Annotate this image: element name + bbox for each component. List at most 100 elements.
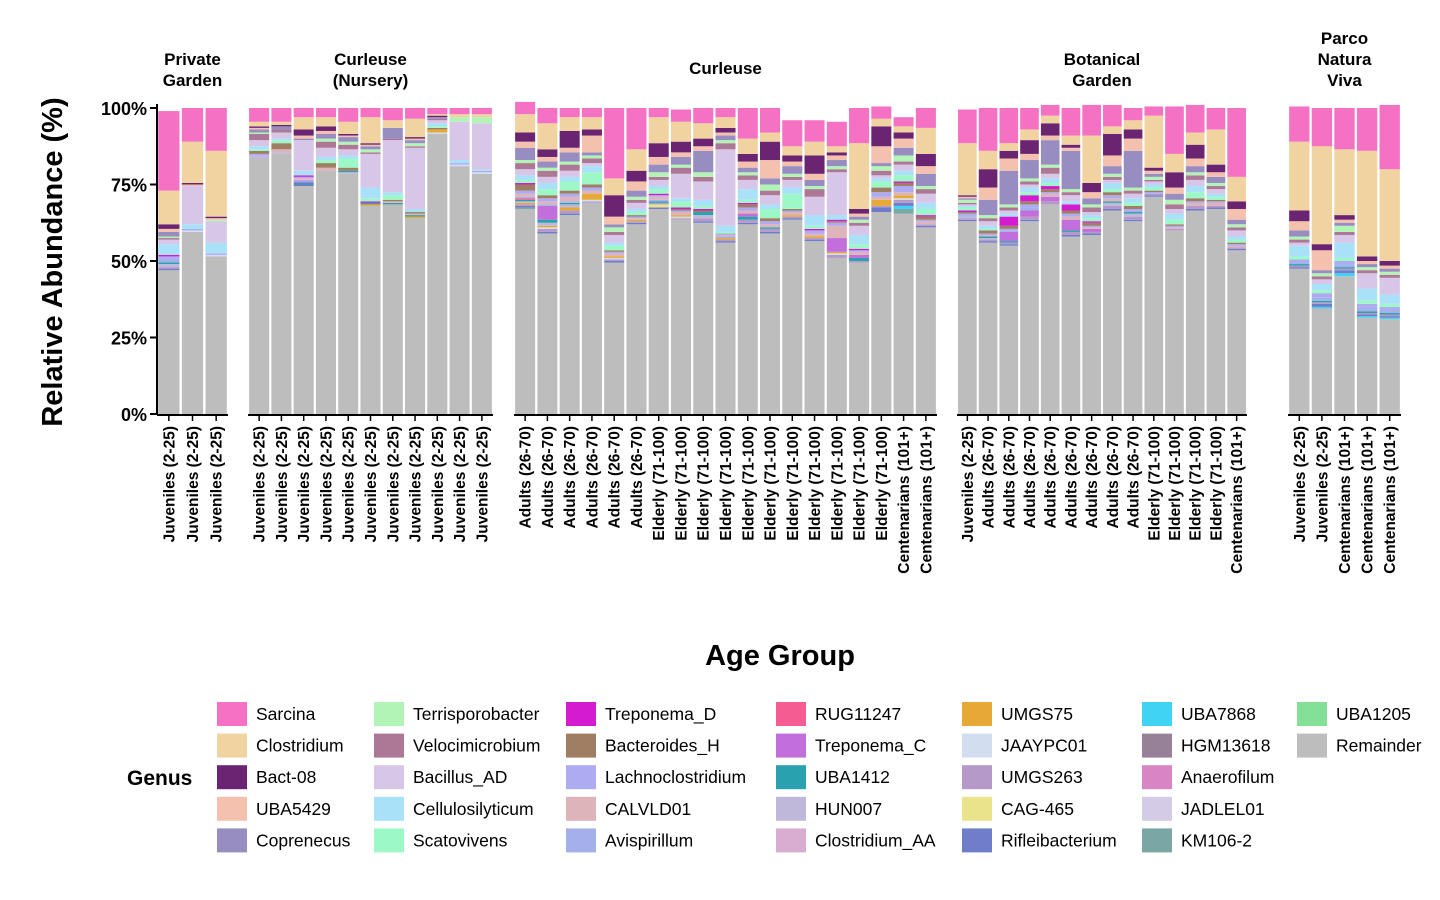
- bar-segment-umgs75: [626, 219, 647, 222]
- bar-segment-bacillus-ad: [249, 140, 270, 147]
- bar-segment-scatovivens: [626, 212, 647, 216]
- bar-segment-lachnoclostridium: [515, 190, 536, 194]
- bar-segment-avispirillum: [559, 201, 580, 203]
- bar-segment-umgs263: [1123, 216, 1143, 220]
- bar-segment-bact-08: [1227, 201, 1246, 209]
- bar-segment-bact-08: [1103, 134, 1122, 156]
- x-tick-label: Elderly (71-100): [718, 426, 735, 541]
- bar-segment-velocimicrobium: [782, 176, 803, 180]
- bar-segment-remainder: [782, 219, 803, 414]
- bar-segment-uba1412: [1356, 311, 1378, 314]
- bar-segment-bacteroides-h: [515, 184, 536, 191]
- bar-segment-rifleibacterium: [1185, 208, 1205, 211]
- bar-segment-bacillus-ad: [1227, 230, 1246, 237]
- bar-segment-scatovivens: [737, 199, 758, 203]
- bar-segment-umgs263: [1082, 231, 1101, 234]
- bar-segment-uba1412: [382, 202, 403, 205]
- bar-segment-bact-08: [515, 132, 536, 142]
- bar-segment-hun007: [537, 222, 558, 226]
- bar-segment-rifleibacterium: [915, 225, 936, 228]
- bar-segment-clostridium: [1227, 176, 1246, 202]
- bar-segment-calvld01: [849, 251, 870, 255]
- bar-segment-cellulosilyticum: [871, 178, 892, 182]
- bar-segment-coprenecus: [1144, 173, 1164, 177]
- bar-segment-rifleibacterium: [1206, 207, 1226, 209]
- bar-segment-bact-08: [1061, 144, 1081, 148]
- bar-segment-remainder: [1356, 317, 1378, 414]
- legend-swatch: [962, 796, 992, 821]
- bar-segment-bact-08: [360, 143, 381, 145]
- bar-segment-clostridium: [315, 117, 336, 127]
- bar-segment-clostridium: [181, 141, 204, 183]
- bar-segment-scatovivens: [1144, 187, 1164, 191]
- bar-segment-calvld01: [515, 193, 536, 197]
- legend-label: Bact-08: [256, 767, 316, 787]
- bar-segment-scatovivens: [604, 245, 625, 251]
- bar-segment-terrisporobacter: [1289, 236, 1310, 240]
- bar-segment-jaaypc01: [427, 132, 448, 135]
- x-tick-label: Elderly (71-100): [829, 426, 846, 541]
- legend-swatch: [374, 828, 404, 853]
- bar-segment-sarcina: [826, 121, 847, 147]
- bar-segment-sarcina: [804, 120, 825, 142]
- bar-segment-treponema-d: [737, 202, 758, 205]
- bar-segment-lachnoclostridium: [1289, 259, 1310, 263]
- bar-segment-bacillus-ad: [181, 186, 204, 225]
- bar-segment-umgs263: [1334, 268, 1355, 271]
- bar-segment-hun007: [693, 215, 714, 219]
- bar-segment-terrisporobacter: [849, 219, 870, 223]
- bar-segment-clostridium: [271, 121, 292, 125]
- bar-segment-bacteroides-h: [1040, 189, 1060, 193]
- y-axis-title: Relative Abundance (%): [37, 97, 69, 426]
- bar-segment-sarcina: [315, 108, 336, 118]
- bar-segment-uba5429: [559, 147, 580, 153]
- bar-segment-velocimicrobium: [515, 163, 536, 170]
- bar-segment-rug11247: [515, 198, 536, 200]
- bar-segment-bacillus-ad: [360, 153, 381, 188]
- bar-segment-avispirillum: [158, 259, 180, 263]
- bar-segment-lachnoclostridium: [449, 163, 470, 165]
- bar-segment-cellulosilyticum: [382, 192, 403, 196]
- bar-segment-uba5429: [1165, 187, 1184, 194]
- bar-segment-bact-08: [893, 132, 914, 139]
- bar-segment-terrisporobacter: [1334, 225, 1355, 232]
- legend-label: Remainder: [1336, 736, 1422, 756]
- bar-segment-avispirillum: [999, 230, 1019, 232]
- bar-segment-sarcina: [559, 108, 580, 118]
- bar-segment-bacillus-ad: [1144, 181, 1164, 185]
- bar-segment-clostridium: [1123, 120, 1143, 130]
- bar-segment-terrisporobacter: [1165, 199, 1184, 205]
- legend-label: HGM13618: [1181, 736, 1271, 756]
- bar-segment-velocimicrobium: [1289, 239, 1310, 243]
- bar-segment-clostridium: [1040, 115, 1060, 124]
- bar-segment-remainder: [1061, 236, 1081, 414]
- y-tick-label: 75%: [111, 176, 147, 196]
- stacked-bar: [315, 108, 336, 414]
- x-tick-label: Elderly (71-100): [651, 426, 668, 541]
- bar-segment-clostridium: [338, 121, 359, 135]
- bar-segment-scatovivens: [1165, 219, 1184, 225]
- bar-segment-sarcina: [338, 108, 359, 122]
- stacked-bar: [158, 111, 180, 414]
- stacked-bar: [849, 108, 870, 414]
- bar-segment-treponema-d: [360, 201, 381, 203]
- bar-segment-uba5429: [158, 228, 180, 232]
- bar-segment-lachnoclostridium: [999, 228, 1019, 231]
- bar-segment-bacteroides-h: [871, 187, 892, 193]
- bar-segment-cellulosilyticum: [205, 242, 227, 254]
- bar-segment-coprenecus: [893, 147, 914, 156]
- legend-item: HUN007: [776, 796, 882, 821]
- bar-segment-cellulosilyticum: [271, 138, 292, 141]
- facet-title: Garden: [1072, 71, 1132, 90]
- bar-segment-treponema-c: [1040, 196, 1060, 202]
- bar-segment-bacillus-ad: [893, 164, 914, 171]
- bar-segment-calvld01: [715, 234, 736, 237]
- bar-segment-coprenecus: [1020, 160, 1039, 179]
- bar-segment-remainder: [382, 204, 403, 414]
- bar-segment-bact-08: [958, 195, 977, 197]
- bar-segment-bact-08: [782, 155, 803, 162]
- bar-segment-umgs263: [670, 218, 691, 220]
- bar-segment-bacillus-ad: [1123, 193, 1143, 199]
- bar-segment-lachnoclostridium: [158, 256, 180, 260]
- x-tick-label: Elderly (71-100): [696, 426, 713, 541]
